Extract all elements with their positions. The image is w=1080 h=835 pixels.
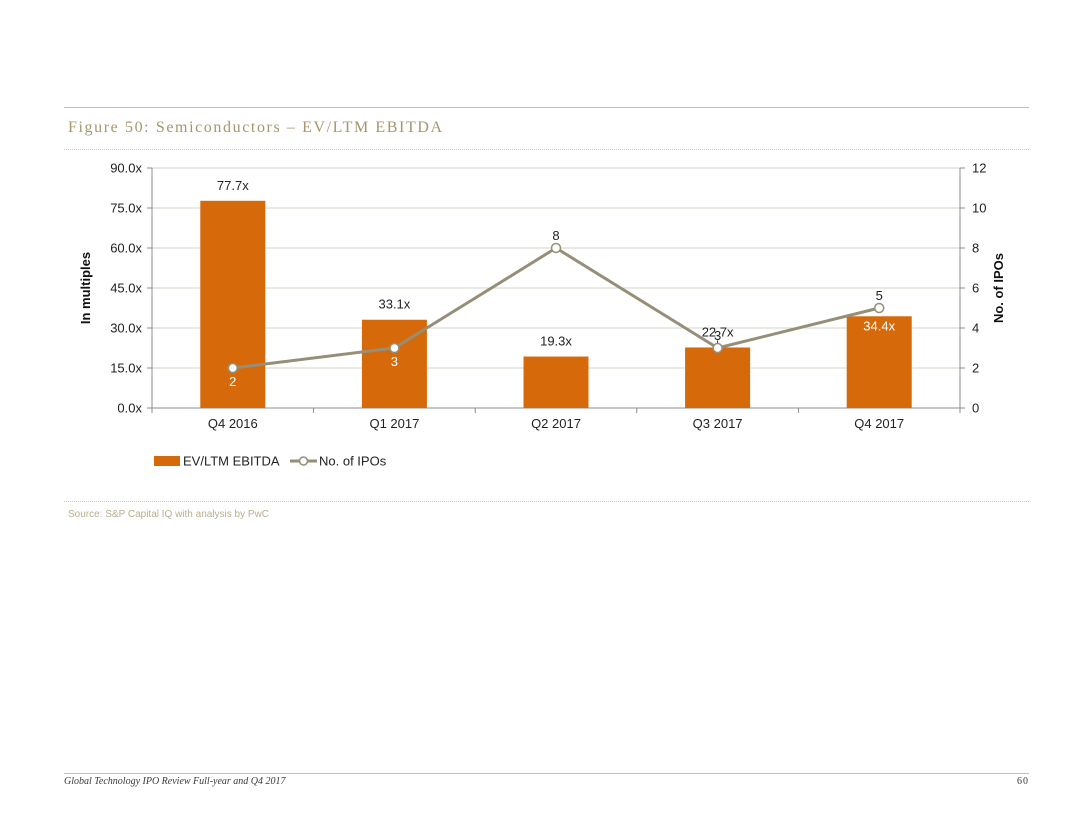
ipo-count-label: 2	[229, 374, 236, 389]
ipo-count-marker	[873, 302, 885, 314]
ipo-count-label: 3	[714, 328, 721, 343]
top-rule	[64, 107, 1029, 108]
legend-swatch-bars	[154, 456, 180, 466]
ipo-count-line	[232, 246, 880, 370]
y-left-tick-label: 60.0x	[110, 241, 142, 256]
y-left-tick-label: 30.0x	[110, 321, 142, 336]
bar-value-label: 34.4x	[863, 318, 895, 333]
y-right-tick-label: 8	[972, 241, 979, 256]
x-category-label: Q2 2017	[531, 416, 581, 431]
y-right-tick-label: 6	[972, 281, 979, 296]
ipo-count-label: 5	[876, 288, 883, 303]
y-axis-right-title: No. of IPOs	[991, 253, 1006, 323]
y-right-tick-label: 10	[972, 201, 986, 216]
bar-value-label: 33.1x	[378, 297, 410, 312]
y-right-tick-label: 4	[972, 321, 979, 336]
y-left-tick-label: 15.0x	[110, 361, 142, 376]
figure-title: Figure 50: Semiconductors – EV/LTM EBITD…	[68, 119, 444, 136]
chart: 0.0x 15.0x 30.0x 45.0x 60.0x 75.0x 90.0x 0 2 4 6 8 1…	[78, 161, 1006, 469]
ipo-count-marker	[389, 342, 400, 354]
ipo-count-label: 3	[391, 354, 398, 369]
y-left-tick-label: 75.0x	[110, 201, 142, 216]
x-category-label: Q1 2017	[369, 416, 419, 431]
bar-value-label: 77.7x	[217, 178, 249, 193]
ipo-count-marker	[550, 242, 562, 254]
bar	[523, 356, 589, 408]
y-right-tick-label: 0	[972, 401, 979, 416]
y-left-tick-label: 90.0x	[110, 161, 142, 176]
y-left-tick-label: 45.0x	[110, 281, 142, 296]
y-right-tick-label: 12	[972, 161, 986, 176]
y-right-tick-label: 2	[972, 361, 979, 376]
legend-swatch-marker	[298, 456, 309, 466]
source-note: Source: S&P Capital IQ with analysis by …	[68, 509, 270, 520]
x-category-label: Q4 2016	[208, 416, 258, 431]
ipo-count-marker	[712, 342, 723, 354]
ipo-count-label: 8	[552, 228, 559, 243]
y-axis-left-title: In multiples	[78, 252, 93, 324]
page-number: 60	[1017, 776, 1029, 787]
source-divider	[64, 501, 1029, 502]
bar	[685, 347, 751, 408]
footer-rule	[64, 773, 1029, 774]
bar	[200, 200, 266, 408]
legend-label-line: No. of IPOs	[319, 454, 387, 469]
y-left-tick-label: 0.0x	[117, 401, 142, 416]
x-category-label: Q4 2017	[854, 416, 904, 431]
bar	[846, 316, 912, 408]
bar-value-label: 19.3x	[540, 334, 572, 349]
bar-value-label: 22.7x	[702, 324, 734, 339]
title-divider	[64, 149, 1029, 150]
legend-label-bars: EV/LTM EBITDA	[183, 454, 280, 469]
x-category-label: Q3 2017	[693, 416, 743, 431]
footer-report-title: Global Technology IPO Review Full-year a…	[64, 776, 286, 787]
ipo-count-marker	[227, 362, 239, 374]
